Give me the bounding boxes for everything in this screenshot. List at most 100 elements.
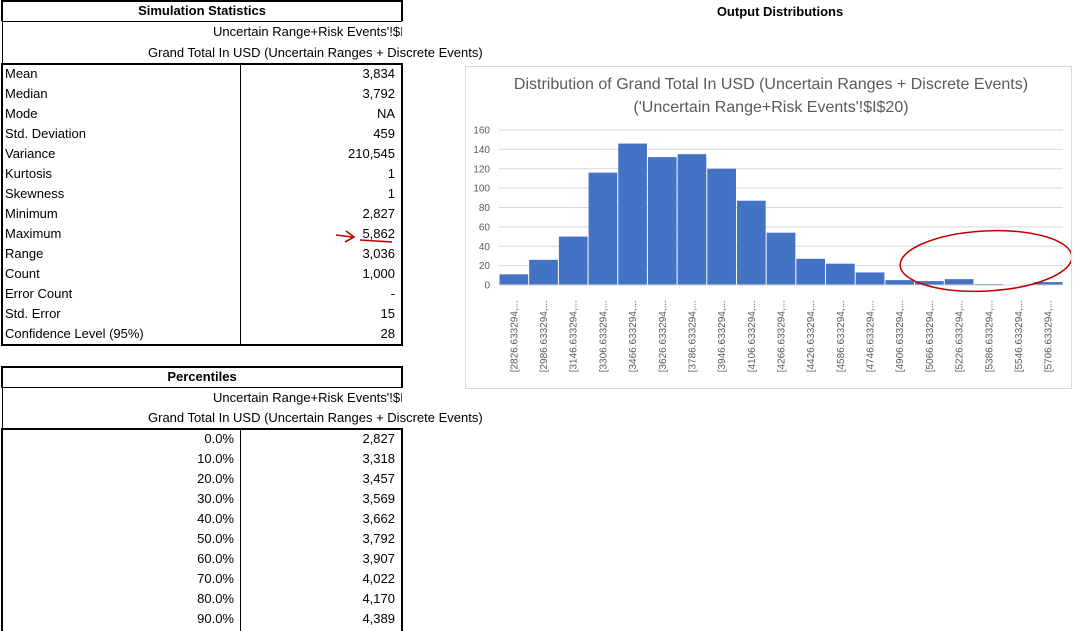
percentiles-row-value: 3,318 [362, 451, 395, 466]
percentiles-row-value: 3,457 [362, 471, 395, 486]
stats-row-value: 15 [380, 306, 395, 321]
percentiles-row-label: 80.0% [197, 591, 234, 606]
distribution-chart: Distribution of Grand Total In USD (Unce… [465, 66, 1073, 389]
stats-row-label: Count [5, 266, 40, 281]
stats-row-value: 3,036 [362, 246, 395, 261]
x-tick-label: [4106.633294,... [747, 300, 758, 372]
histogram-bar [558, 236, 588, 285]
stats-row-value: 5,862 [362, 226, 395, 241]
stats-row-label: Mean [5, 66, 38, 81]
stats-row-value: 3,792 [362, 86, 395, 101]
histogram-bar [944, 279, 974, 285]
x-tick-label: [4266.633294,... [777, 300, 788, 372]
x-tick-label: [5546.633294,... [1014, 300, 1025, 372]
histogram-bar [736, 200, 766, 285]
y-tick-label: 60 [479, 222, 491, 233]
percentiles-row-label: 0.0% [204, 431, 234, 446]
stats-row-label: Median [5, 86, 48, 101]
histogram-bar [677, 154, 707, 285]
y-tick-label: 20 [479, 261, 491, 272]
x-tick-label: [2826.633294,... [509, 300, 520, 372]
percentiles-row-value: 3,792 [362, 531, 395, 546]
stats-row-label: Minimum [5, 206, 58, 221]
x-tick-label: [2986.633294,... [539, 300, 550, 372]
percentiles-row-value: 3,907 [362, 551, 395, 566]
chart-subtitle: ('Uncertain Range+Risk Events'!$I$20) [633, 99, 908, 116]
histogram-bar [915, 281, 944, 285]
stats-row-label: Confidence Level (95%) [5, 326, 144, 341]
stats-row-label: Variance [5, 146, 56, 161]
histogram-bar [647, 157, 677, 285]
stats-row-label: Kurtosis [5, 166, 52, 181]
stats-row-value: 210,545 [348, 146, 395, 161]
histogram-bar [529, 259, 558, 285]
stats-output-name: Grand Total In USD (Uncertain Ranges + D… [148, 45, 483, 60]
x-tick-label: [3626.633294,... [658, 300, 669, 372]
x-tick-label: [3146.633294,... [569, 300, 580, 372]
histogram-bar [618, 143, 647, 285]
stats-row-value: - [390, 286, 395, 301]
percentiles-row-label: 20.0% [197, 471, 234, 486]
stats-row-label: Error Count [5, 286, 73, 301]
percentiles-row-label: 60.0% [197, 551, 234, 566]
y-tick-label: 120 [473, 164, 490, 175]
histogram-bar [588, 172, 618, 285]
stats-row-label: Maximum [5, 226, 62, 241]
stats-row-value: 2,827 [362, 206, 395, 221]
histogram-bar [885, 280, 915, 285]
histogram-bar [766, 232, 796, 285]
stats-row-value: 1 [387, 186, 395, 201]
chart-title: Distribution of Grand Total In USD (Unce… [514, 76, 1028, 93]
percentiles-row-label: 70.0% [197, 571, 234, 586]
y-tick-label: 100 [473, 184, 490, 195]
x-tick-label: [3786.633294,... [687, 300, 698, 372]
y-tick-label: 40 [479, 242, 491, 253]
y-tick-label: 160 [473, 126, 490, 137]
stats-row-value: 459 [373, 126, 395, 141]
percentiles-row-label: 90.0% [197, 611, 234, 626]
x-tick-label: [3466.633294,... [628, 300, 639, 372]
y-tick-label: 140 [473, 145, 490, 156]
stats-ref: Uncertain Range+Risk Events'!$I$20 [213, 24, 402, 39]
stats-row-value: 3,834 [362, 66, 395, 81]
output-distributions-title: Output Distributions [716, 4, 844, 19]
percentiles-output-name: Grand Total In USD (Uncertain Ranges + D… [148, 410, 483, 425]
histogram-bar [499, 274, 529, 285]
percentiles-row-label: 40.0% [197, 511, 234, 526]
stats-title: Simulation Statistics [138, 3, 266, 18]
percentiles-row-value: 3,569 [362, 491, 395, 506]
stats-row-value: 28 [380, 326, 395, 341]
x-tick-label: [5386.633294,... [984, 300, 995, 372]
stats-row-label: Range [5, 246, 44, 261]
histogram-bar [855, 272, 885, 285]
percentiles-row-value: 2,827 [362, 431, 395, 446]
x-tick-label: [5706.633294,... [1044, 300, 1055, 372]
percentiles-title: Percentiles [167, 369, 237, 384]
x-tick-label: [5226.633294,... [955, 300, 966, 372]
x-tick-label: [4746.633294,... [866, 300, 877, 372]
x-tick-label: [4426.633294,... [806, 300, 817, 372]
histogram-bar [826, 263, 855, 285]
percentiles-ref: Uncertain Range+Risk Events'!$I$20 [213, 390, 402, 405]
stats-row-label: Skewness [5, 186, 65, 201]
percentiles-row-value: 4,389 [362, 611, 395, 626]
histogram-bar [796, 258, 826, 285]
stats-row-label: Std. Deviation [5, 126, 86, 141]
stats-row-value: NA [376, 106, 395, 121]
x-tick-label: [4906.633294,... [895, 300, 906, 372]
percentiles-row-label: 30.0% [197, 491, 234, 506]
x-tick-label: [4586.633294,... [836, 300, 847, 372]
stats-row-label: Std. Error [5, 306, 61, 321]
histogram-bar [1033, 282, 1063, 285]
stats-row-label: Mode [5, 106, 38, 121]
y-tick-label: 0 [484, 281, 490, 292]
percentiles-row-label: 10.0% [197, 451, 234, 466]
y-tick-label: 80 [479, 203, 491, 214]
percentiles-row-value: 4,022 [362, 571, 395, 586]
x-tick-label: [3306.633294,... [598, 300, 609, 372]
x-tick-label: [3946.633294,... [717, 300, 728, 372]
stats-row-value: 1,000 [362, 266, 395, 281]
x-tick-label: [5066.633294,... [925, 300, 936, 372]
distribution-chart-svg: Distribution of Grand Total In USD (Unce… [473, 76, 1073, 372]
histogram-bar [707, 168, 736, 285]
